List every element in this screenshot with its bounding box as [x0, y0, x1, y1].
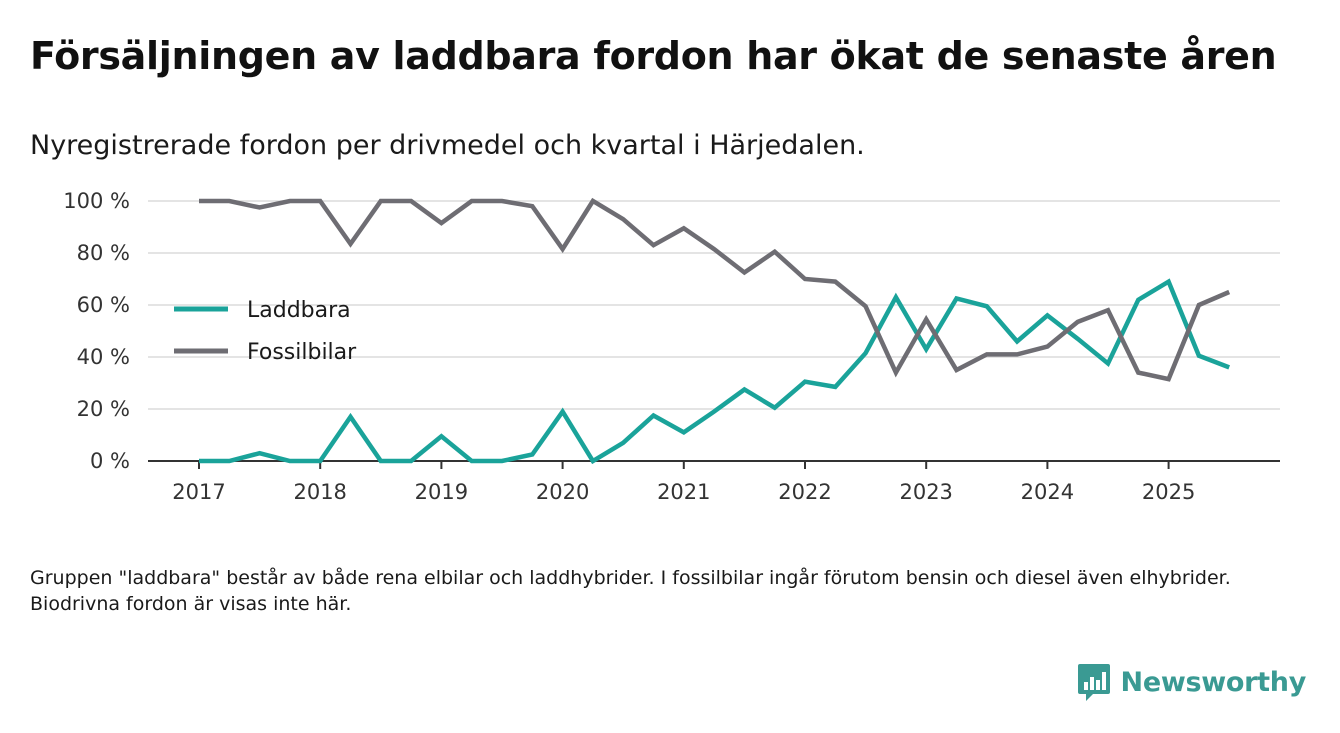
x-tick-label: 2021	[657, 480, 710, 504]
gridlines	[148, 200, 1280, 462]
x-tick-label: 2020	[536, 480, 589, 504]
x-tick-label: 2024	[1021, 480, 1074, 504]
y-tick-label: 20 %	[77, 397, 130, 421]
x-tick-label: 2018	[293, 480, 346, 504]
series-line-laddbara	[199, 278, 1231, 465]
line-chart: 0 % 20 % 40 % 60 % 80 % 100 % 2017 2018 2019 202…	[63, 189, 1280, 504]
newsworthy-logo-icon	[1077, 664, 1110, 701]
chart-title: Försäljningen av laddbara fordon har öka…	[30, 34, 1277, 78]
x-tick-label: 2023	[899, 480, 952, 504]
x-tick-label: 2017	[172, 480, 225, 504]
series-lines	[199, 197, 1231, 465]
series-line-fossilbilar	[199, 197, 1231, 382]
chart-subtitle: Nyregistrerade fordon per drivmedel och …	[30, 130, 865, 161]
y-axis-ticks: 0 % 20 % 40 % 60 % 80 % 100 %	[63, 189, 130, 473]
legend-label: Fossilbilar	[247, 340, 357, 365]
x-tick-label: 2025	[1142, 480, 1195, 504]
legend: Laddbara Fossilbilar	[174, 298, 357, 365]
y-tick-label: 80 %	[77, 241, 130, 265]
brand-name: Newsworthy	[1120, 666, 1307, 698]
x-axis-ticks: 2017 2018 2019 2020 2021 2022 2023 2024 2025	[172, 461, 1195, 504]
legend-label: Laddbara	[247, 298, 351, 323]
x-tick-label: 2019	[415, 480, 468, 504]
y-tick-label: 60 %	[77, 293, 130, 317]
y-tick-label: 40 %	[77, 345, 130, 369]
brand-logo: Newsworthy	[1077, 662, 1306, 702]
y-tick-label: 100 %	[63, 189, 130, 213]
x-tick-label: 2022	[778, 480, 831, 504]
y-tick-label: 0 %	[90, 449, 130, 473]
footnote: Gruppen "laddbara" består av både rena e…	[30, 567, 1231, 615]
